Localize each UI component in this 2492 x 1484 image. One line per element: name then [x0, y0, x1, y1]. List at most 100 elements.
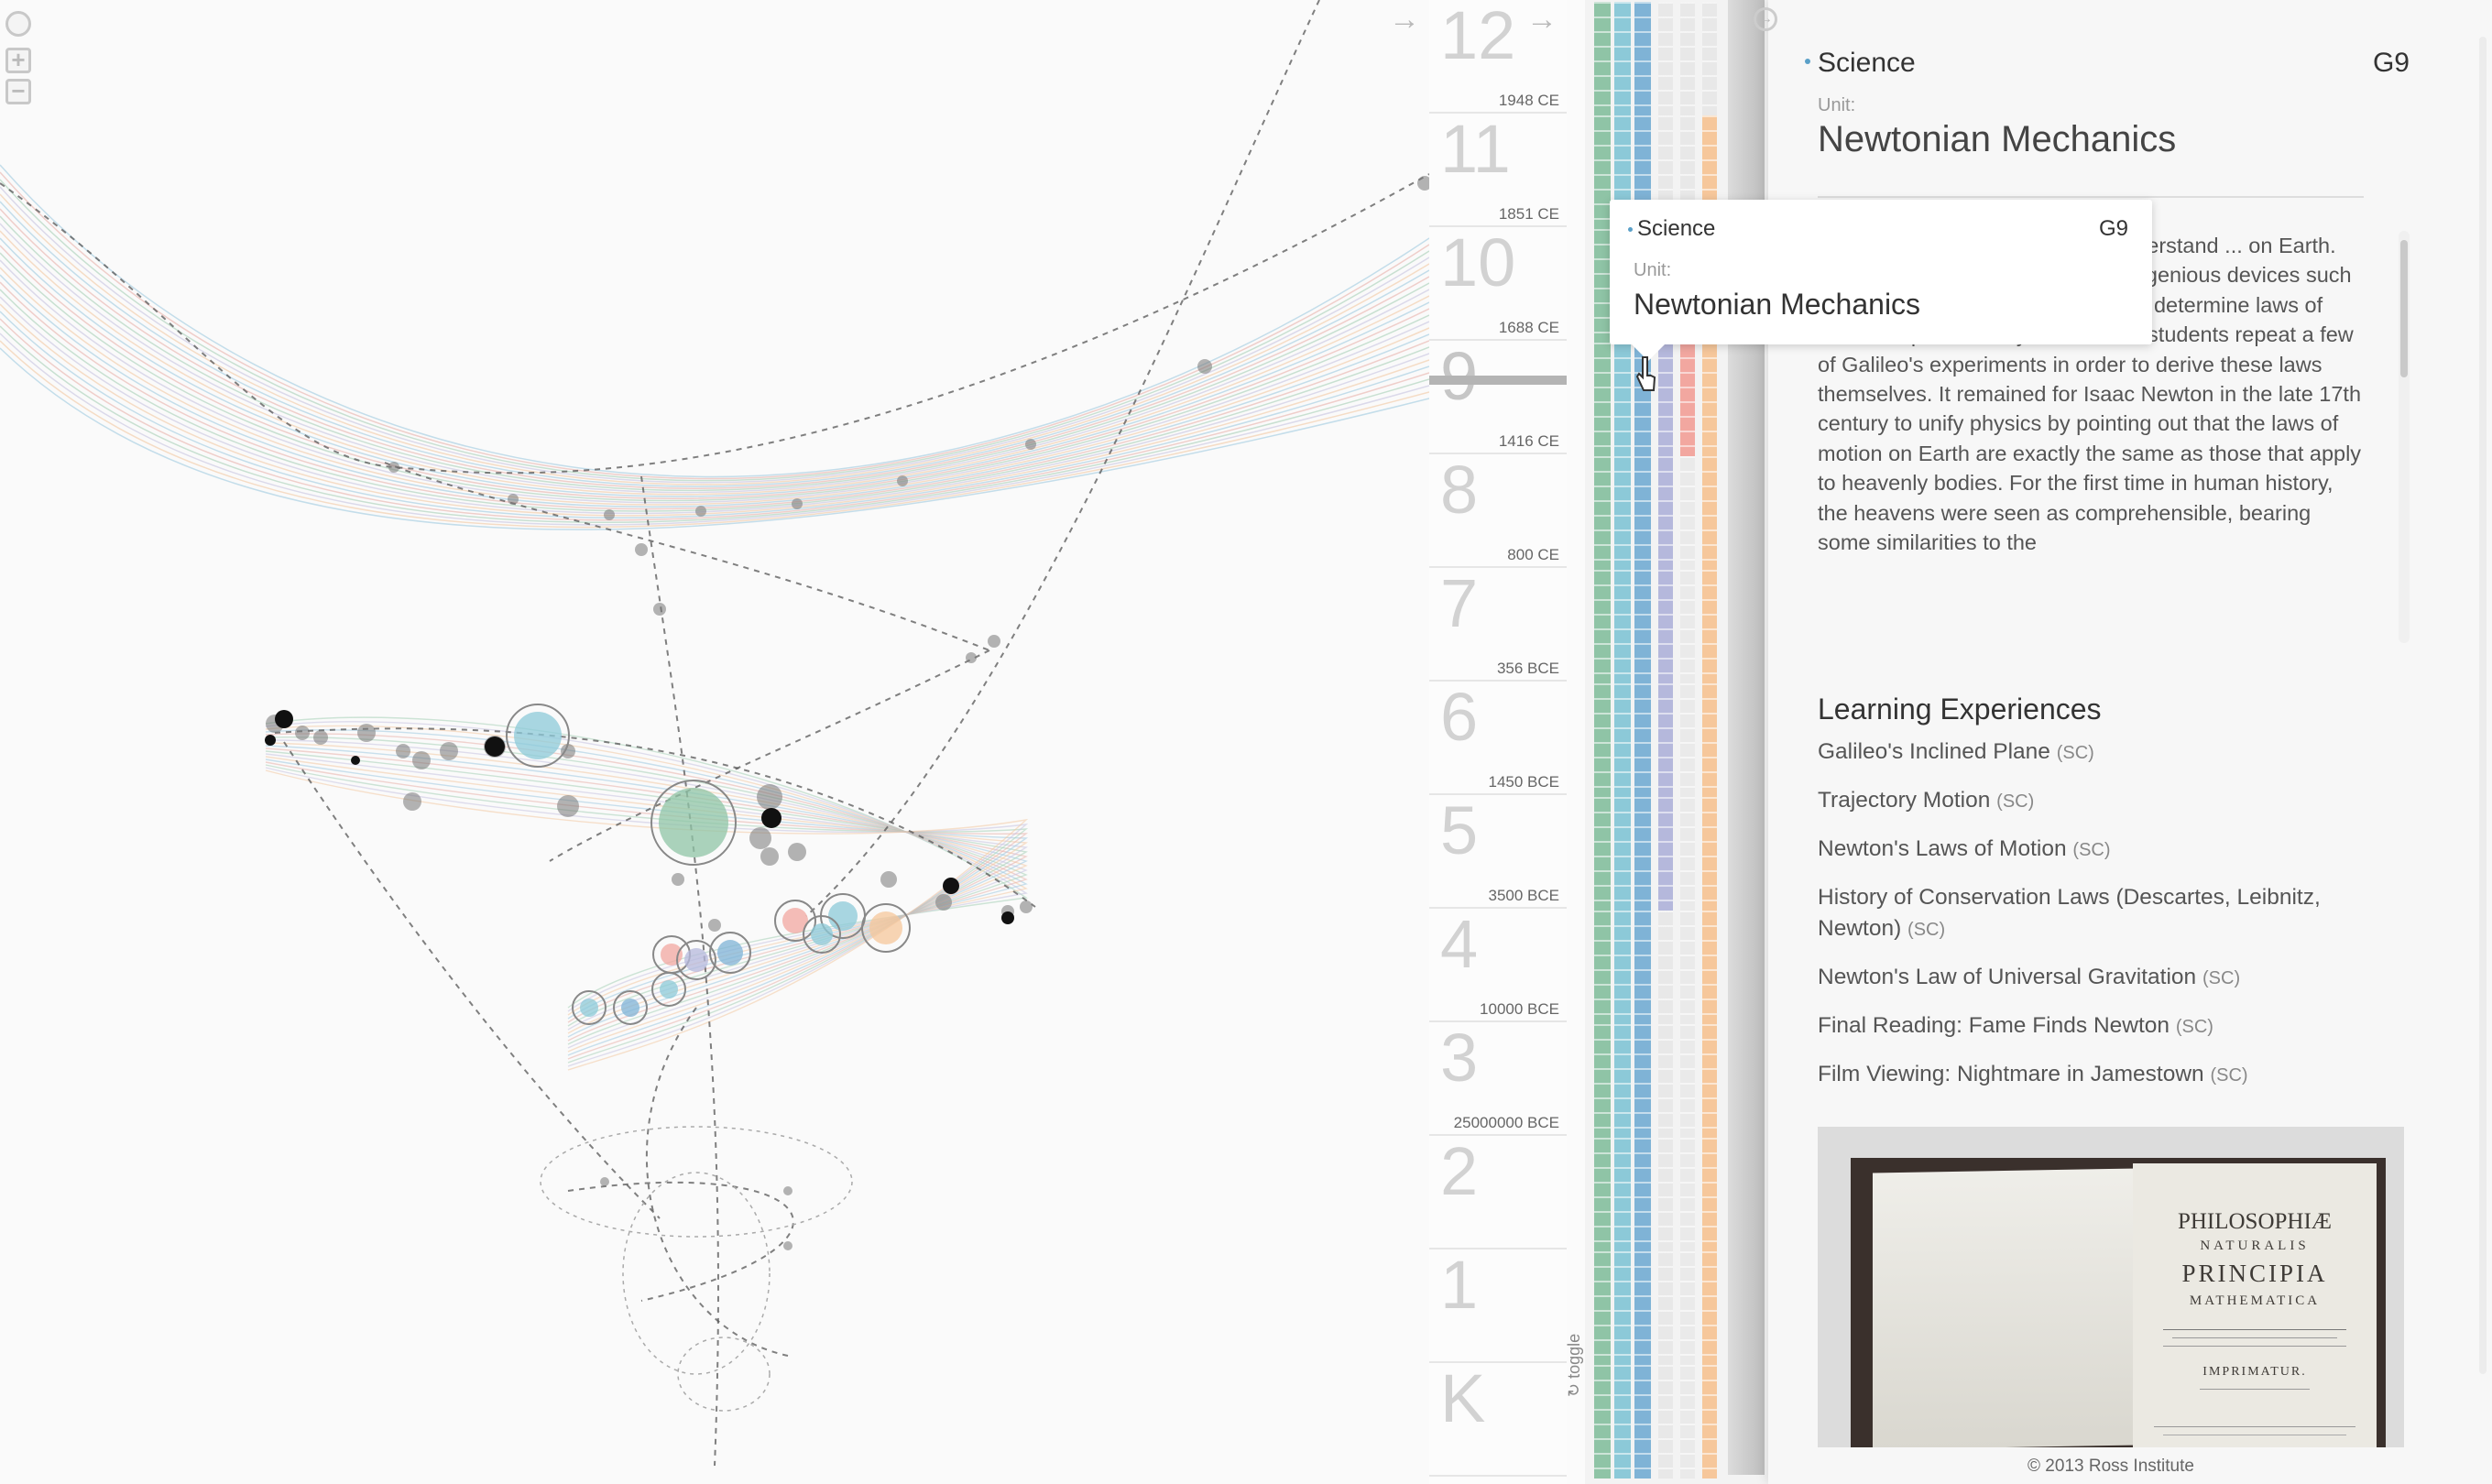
unit-tile[interactable]	[1680, 1138, 1695, 1251]
unit-tile[interactable]	[1680, 1251, 1695, 1365]
learning-experience-link[interactable]: Newton's Laws of Motion (SC)	[1818, 834, 2386, 866]
unit-tile[interactable]	[1594, 115, 1611, 229]
subject-strip[interactable]	[1702, 0, 1717, 1479]
unit-tile[interactable]	[1594, 1251, 1611, 1365]
unit-tile[interactable]	[1658, 797, 1673, 911]
unit-tile[interactable]	[1702, 683, 1717, 797]
unit-tile[interactable]	[1680, 343, 1695, 456]
grade-row-4[interactable]: 4 10000 BCE	[1429, 909, 1567, 1022]
learning-experience-link[interactable]: Film Viewing: Nightmare in Jamestown (SC…	[1818, 1059, 2386, 1091]
unit-tile[interactable]	[1634, 1024, 1651, 1138]
unit-tile[interactable]	[1634, 683, 1651, 797]
learning-experience-link[interactable]: History of Conservation Laws (Descartes,…	[1818, 882, 2386, 945]
description-scrollbar-thumb[interactable]	[2400, 240, 2408, 377]
grade-row-7[interactable]: 7 356 BCE	[1429, 568, 1567, 682]
unit-tile[interactable]	[1680, 797, 1695, 911]
unit-tile[interactable]	[1634, 570, 1651, 683]
unit-tile[interactable]	[1594, 570, 1611, 683]
unit-tile[interactable]	[1702, 1138, 1717, 1251]
unit-tile[interactable]	[1614, 683, 1631, 797]
unit-tile[interactable]	[1680, 911, 1695, 1024]
unit-tile[interactable]	[1658, 2, 1673, 115]
unit-tile[interactable]	[1634, 911, 1651, 1024]
unit-tile[interactable]	[1680, 1024, 1695, 1138]
expand-arrow-icon[interactable]: →	[1526, 2, 1558, 37]
unit-tile[interactable]	[1594, 797, 1611, 911]
unit-tile[interactable]	[1614, 1024, 1631, 1138]
grade-row-3[interactable]: 3 25000000 BCE	[1429, 1022, 1567, 1136]
grade-row-10[interactable]: 10 1688 CE	[1429, 227, 1567, 341]
unit-tile[interactable]	[1594, 229, 1611, 343]
unit-tile[interactable]	[1594, 911, 1611, 1024]
unit-tile[interactable]	[1680, 570, 1695, 683]
unit-tile[interactable]	[1658, 683, 1673, 797]
unit-tile[interactable]	[1702, 343, 1717, 456]
unit-tile[interactable]	[1614, 797, 1631, 911]
collapse-arrow-icon[interactable]: →	[1389, 2, 1420, 37]
learning-experience-link[interactable]: Trajectory Motion (SC)	[1818, 785, 2386, 817]
unit-tile[interactable]	[1658, 1138, 1673, 1251]
learning-experience-link[interactable]: Final Reading: Fame Finds Newton (SC)	[1818, 1010, 2386, 1042]
unit-tile[interactable]	[1594, 1365, 1611, 1479]
grade-row-1[interactable]: 1	[1429, 1249, 1567, 1363]
unit-tile[interactable]	[1594, 683, 1611, 797]
curriculum-network-visualization[interactable]: + − →	[0, 0, 1429, 1484]
unit-tile[interactable]	[1680, 456, 1695, 570]
unit-tile[interactable]	[1594, 456, 1611, 570]
unit-tile[interactable]	[1702, 1251, 1717, 1365]
unit-tile[interactable]	[1658, 456, 1673, 570]
grade-row-12[interactable]: 12 1948 CE	[1429, 0, 1567, 114]
panel-scrollbar[interactable]	[2479, 37, 2487, 1374]
unit-tile[interactable]	[1614, 1251, 1631, 1365]
learning-experience-link[interactable]: Galileo's Inclined Plane (SC)	[1818, 737, 2386, 769]
unit-tile[interactable]	[1702, 456, 1717, 570]
unit-tile[interactable]	[1594, 1024, 1611, 1138]
unit-tile[interactable]	[1634, 1365, 1651, 1479]
unit-tile[interactable]	[1614, 456, 1631, 570]
unit-tile[interactable]	[1634, 1138, 1651, 1251]
unit-tile[interactable]	[1680, 2, 1695, 115]
unit-tile[interactable]	[1614, 1365, 1631, 1479]
panel-nav-icon[interactable]: →	[1754, 7, 1777, 31]
unit-tile[interactable]	[1680, 683, 1695, 797]
unit-tile[interactable]	[1594, 1138, 1611, 1251]
unit-tile[interactable]	[1658, 343, 1673, 456]
zoom-out-button[interactable]: −	[5, 79, 31, 104]
unit-tile[interactable]	[1702, 911, 1717, 1024]
toggle-button[interactable]: ↻ toggle	[1565, 1334, 1584, 1397]
grade-row-6[interactable]: 6 1450 BCE	[1429, 682, 1567, 795]
unit-tile[interactable]	[1594, 2, 1611, 115]
unit-tile[interactable]	[1702, 1365, 1717, 1479]
grade-row-11[interactable]: 11 1851 CE	[1429, 114, 1567, 227]
grade-row-k[interactable]: K	[1429, 1363, 1567, 1477]
grade-row-5[interactable]: 5 3500 BCE	[1429, 795, 1567, 909]
reset-zoom-icon[interactable]	[5, 11, 31, 37]
unit-tile[interactable]	[1634, 2, 1651, 115]
unit-tile[interactable]	[1594, 343, 1611, 456]
unit-tile[interactable]	[1614, 343, 1631, 456]
unit-tile[interactable]	[1658, 911, 1673, 1024]
unit-tile[interactable]	[1680, 1365, 1695, 1479]
unit-tile[interactable]	[1614, 570, 1631, 683]
grade-row-9[interactable]: 91416 CE	[1429, 341, 1567, 454]
subject-strip[interactable]	[1594, 0, 1611, 1479]
unit-tile[interactable]	[1634, 456, 1651, 570]
unit-tile[interactable]	[1658, 1365, 1673, 1479]
unit-tile[interactable]	[1614, 911, 1631, 1024]
unit-tile[interactable]	[1614, 2, 1631, 115]
grade-row-2[interactable]: 2	[1429, 1136, 1567, 1249]
unit-tile[interactable]	[1658, 1024, 1673, 1138]
unit-tile[interactable]	[1702, 570, 1717, 683]
grade-row-8[interactable]: 8 800 CE	[1429, 454, 1567, 568]
zoom-in-button[interactable]: +	[5, 48, 31, 73]
unit-tile[interactable]	[1614, 1138, 1631, 1251]
unit-tile[interactable]	[1634, 797, 1651, 911]
unit-tile[interactable]	[1658, 570, 1673, 683]
unit-tile[interactable]	[1634, 1251, 1651, 1365]
network-graph[interactable]	[0, 0, 1429, 1484]
unit-tile[interactable]	[1702, 2, 1717, 115]
unit-tile[interactable]	[1702, 797, 1717, 911]
learning-experience-link[interactable]: Newton's Law of Universal Gravitation (S…	[1818, 962, 2386, 994]
unit-tile[interactable]	[1702, 1024, 1717, 1138]
unit-tile[interactable]	[1658, 1251, 1673, 1365]
